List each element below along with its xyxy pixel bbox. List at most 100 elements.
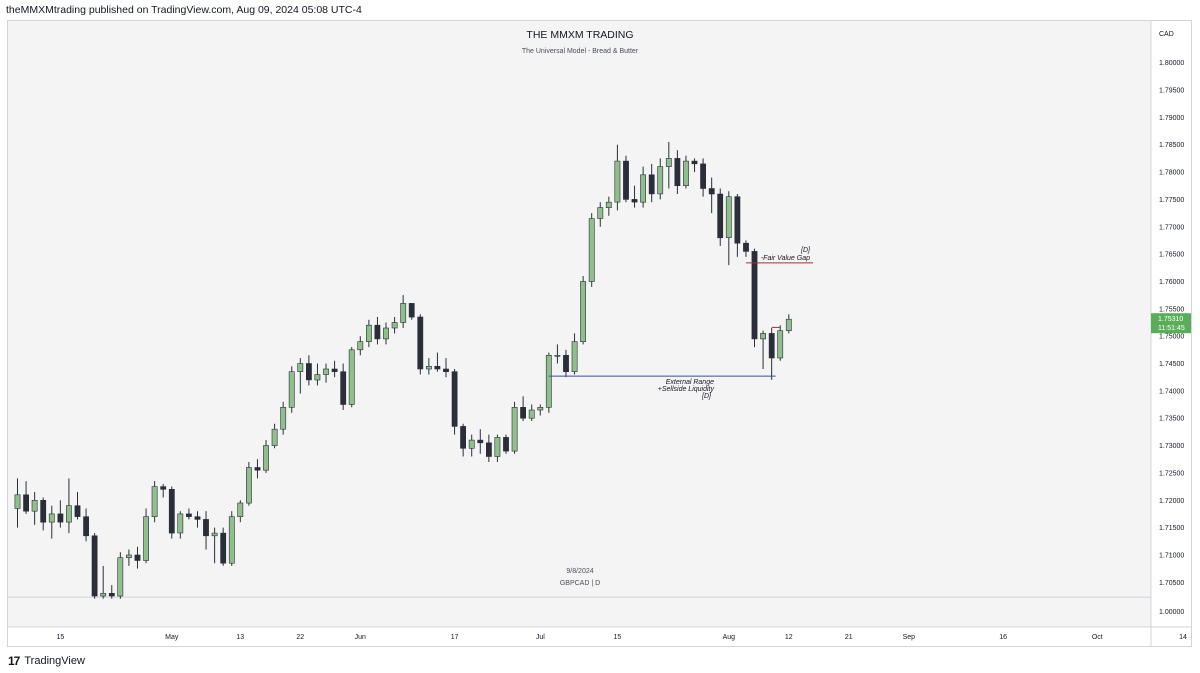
candle-body-bull xyxy=(323,368,329,375)
candle-body-bear xyxy=(160,486,167,490)
price-tick-label: 1.75500 xyxy=(1159,306,1184,313)
last-price-tag: 1.75310 11:51:45 xyxy=(1151,313,1191,334)
bottom-pane-background xyxy=(8,597,1151,627)
candle-body-bull xyxy=(391,322,398,329)
candle xyxy=(545,352,552,413)
candle-body-bear xyxy=(460,426,466,449)
candle-body-bull xyxy=(177,513,184,534)
candle-body-bear xyxy=(520,406,526,419)
price-tick-label: 1.71500 xyxy=(1159,525,1184,532)
candle-body-bear xyxy=(220,532,227,564)
candle xyxy=(228,511,235,566)
candle-body-bull xyxy=(537,406,544,411)
candle-body-bear xyxy=(708,188,715,195)
candle xyxy=(151,481,158,523)
candle-body-bear xyxy=(305,363,312,381)
candle-body-bull xyxy=(143,516,149,561)
candle-body-bear xyxy=(443,368,449,373)
candle-body-bear xyxy=(563,354,569,372)
price-tick-label: 1.79000 xyxy=(1159,115,1184,122)
candle xyxy=(511,401,518,454)
candle-body-bear xyxy=(700,163,706,189)
candle xyxy=(571,333,578,375)
candle xyxy=(588,213,595,287)
price-tick-label: 1.73500 xyxy=(1159,416,1184,423)
candle xyxy=(554,344,561,364)
candle-body-bull xyxy=(228,516,235,564)
candle xyxy=(237,500,244,523)
time-axis[interactable]: 15May1322Jun17Jul15Aug1221Sep16Oct1423 xyxy=(57,634,1191,641)
candle xyxy=(417,314,424,375)
candle xyxy=(57,500,64,528)
candle xyxy=(623,155,629,203)
candle xyxy=(717,188,724,246)
candle-body-bull xyxy=(288,371,295,408)
time-tick-label: 12 xyxy=(785,634,793,641)
candle xyxy=(743,240,749,257)
candle-body-bear xyxy=(734,196,741,244)
candle-body-bear xyxy=(751,251,758,340)
candle xyxy=(108,585,115,599)
price-chart[interactable]: THE MMXM TRADING The Universal Model - B… xyxy=(8,21,1191,646)
currency-label: CAD xyxy=(1159,31,1174,38)
candle-body-bear xyxy=(691,160,698,165)
price-tick-label: 1.77500 xyxy=(1159,197,1184,204)
candle xyxy=(194,511,201,528)
candle-body-bear xyxy=(331,368,338,373)
candle-body-bull xyxy=(400,303,407,323)
candle xyxy=(280,401,287,435)
candle-body-bull xyxy=(725,196,732,238)
candle xyxy=(725,191,732,266)
candle xyxy=(297,358,304,394)
candle xyxy=(691,158,698,173)
candle xyxy=(23,481,29,514)
candle xyxy=(708,177,715,214)
candle-body-bull xyxy=(511,406,518,452)
candle-body-bull xyxy=(348,349,355,405)
candle-body-bull xyxy=(151,486,158,518)
candle xyxy=(40,497,47,531)
price-tick-label: 1.78000 xyxy=(1159,170,1184,177)
candle-body-bull xyxy=(494,437,501,457)
candle xyxy=(434,352,441,372)
price-tick-label: 1.79500 xyxy=(1159,88,1184,95)
price-tick-label: 1.75000 xyxy=(1159,334,1184,341)
time-tick-label: 15 xyxy=(614,634,622,641)
candle-body-bear xyxy=(23,494,29,512)
tradingview-logo[interactable]: 17 TradingView xyxy=(8,654,85,668)
candle-body-bull xyxy=(100,592,107,597)
time-tick-label: Sep xyxy=(903,634,916,641)
time-tick-label: Aug xyxy=(723,634,736,641)
price-tick-label: 1.73000 xyxy=(1159,443,1184,450)
time-tick-label: 16 xyxy=(999,634,1007,641)
candle xyxy=(357,336,364,356)
candle-body-bull xyxy=(14,494,21,509)
candle xyxy=(700,158,706,197)
candle xyxy=(305,355,312,386)
candle xyxy=(340,363,347,410)
candle xyxy=(177,511,184,539)
candle-body-bull xyxy=(357,341,364,351)
candle-body-bull xyxy=(545,354,552,408)
candle xyxy=(91,533,98,599)
time-tick-label: 13 xyxy=(236,634,244,641)
candle-body-bear xyxy=(194,516,201,520)
time-tick-label: 17 xyxy=(451,634,459,641)
candle-body-bear xyxy=(91,535,98,597)
candle xyxy=(65,478,72,534)
candle xyxy=(537,404,544,416)
candle xyxy=(777,325,784,361)
price-axis[interactable]: 1.80000 1.79500 1.79000 1.78500 1.78000 1.775… xyxy=(1159,60,1184,587)
tradingview-logo-icon: 17 xyxy=(8,654,20,668)
price-tick-label: 1.72500 xyxy=(1159,470,1184,477)
fvg-label-text: -Fair Value Gap xyxy=(761,255,810,262)
candle-body-bear xyxy=(434,365,441,370)
time-tick-label: 15 xyxy=(57,634,65,641)
candle xyxy=(100,565,107,599)
candle xyxy=(374,317,381,345)
candle-body-bull xyxy=(785,318,792,332)
candle xyxy=(485,434,492,462)
candle xyxy=(168,486,175,539)
candle-body-bull xyxy=(48,513,55,523)
candle-body-bull xyxy=(571,341,578,373)
